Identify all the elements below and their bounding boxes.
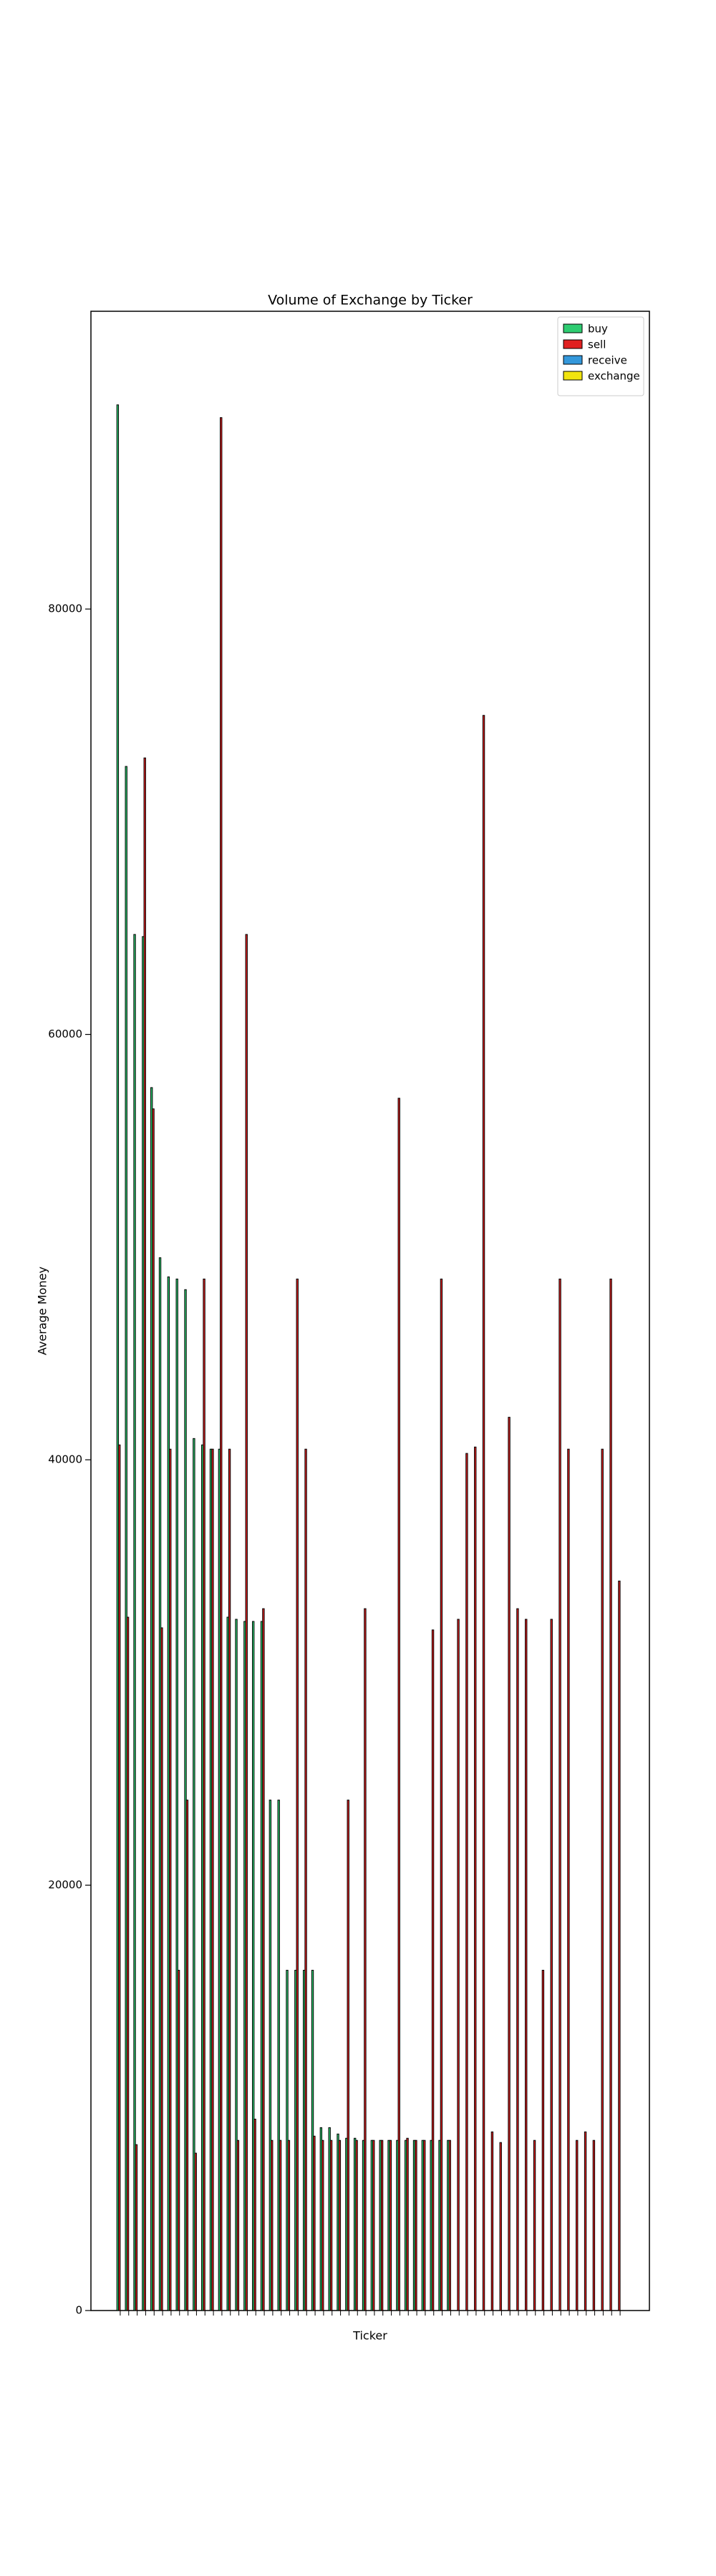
y-tick-label: 0	[75, 2304, 82, 2317]
bar	[262, 1608, 265, 2311]
y-tick-label: 40000	[48, 1453, 82, 1466]
bar	[116, 404, 120, 2311]
bar	[177, 1969, 180, 2311]
y-tick-label: 80000	[48, 602, 82, 615]
bar	[474, 1446, 477, 2311]
bar	[194, 2152, 197, 2311]
bar	[448, 2140, 451, 2311]
legend-label: exchange	[588, 370, 640, 383]
bar	[252, 1621, 255, 2311]
bar	[380, 2140, 384, 2311]
bar	[220, 417, 223, 2311]
bar	[118, 1444, 121, 2311]
bar	[152, 1108, 155, 2311]
legend-label: buy	[588, 323, 608, 336]
bar	[576, 2140, 579, 2311]
bar	[313, 2135, 316, 2311]
bar	[203, 1278, 205, 2311]
bar	[287, 2140, 291, 2311]
bar	[296, 1278, 299, 2311]
y-tick-label: 60000	[48, 1028, 82, 1040]
x-axis-label: Ticker	[352, 2329, 387, 2343]
bar	[499, 2142, 502, 2311]
bar	[193, 1438, 195, 2311]
bar	[355, 2140, 358, 2311]
bar	[329, 2140, 333, 2311]
bar	[482, 715, 485, 2311]
bar	[347, 1800, 349, 2311]
bar	[236, 2140, 240, 2311]
bar	[440, 1278, 443, 2311]
bar	[431, 1629, 435, 2311]
bar	[364, 1608, 367, 2311]
legend-swatch	[563, 339, 583, 349]
bar	[228, 1448, 231, 2311]
legend-swatch	[563, 323, 583, 333]
bar	[541, 1969, 545, 2311]
y-tick-label: 20000	[48, 1878, 82, 1891]
legend-swatch	[563, 355, 583, 365]
plot-frame	[90, 311, 650, 2311]
bar	[516, 1608, 519, 2311]
bar	[389, 2140, 392, 2311]
bar	[397, 1098, 400, 2311]
bar	[525, 1619, 528, 2311]
bar	[169, 1448, 172, 2311]
bar	[465, 1453, 468, 2311]
bar	[253, 2118, 256, 2311]
bar	[584, 2131, 587, 2311]
bar	[211, 1448, 214, 2311]
bar	[268, 1800, 272, 2311]
bar	[279, 2140, 282, 2311]
bar	[457, 1619, 460, 2311]
bar	[338, 2140, 342, 2311]
bar	[125, 766, 127, 2311]
bar	[277, 1800, 280, 2311]
bar	[601, 1448, 604, 2311]
bar	[533, 2140, 536, 2311]
bar	[406, 2137, 409, 2311]
bar	[321, 2140, 324, 2311]
bar	[423, 2140, 426, 2311]
bar	[550, 1619, 553, 2311]
bar	[245, 934, 248, 2311]
bar	[508, 1417, 511, 2311]
bar	[235, 1619, 238, 2311]
bar	[618, 1580, 621, 2311]
bar	[160, 1627, 163, 2311]
bar	[372, 2140, 375, 2311]
bar	[143, 757, 146, 2311]
bar	[271, 2140, 274, 2311]
legend-label: receive	[588, 354, 627, 367]
bar	[490, 2131, 494, 2311]
legend-swatch	[563, 371, 583, 381]
bar	[126, 1616, 130, 2311]
legend-label: sell	[588, 338, 606, 351]
y-axis-label: Average Money	[36, 1267, 49, 1355]
bar	[609, 1278, 612, 2311]
bar	[558, 1278, 561, 2311]
chart-title: Volume of Exchange by Ticker	[268, 293, 473, 308]
bar	[135, 2144, 138, 2311]
bar	[415, 2140, 417, 2311]
bar	[567, 1448, 570, 2311]
bar	[133, 934, 136, 2311]
bar	[304, 1448, 307, 2311]
bar	[185, 1800, 189, 2311]
bar	[175, 1278, 178, 2311]
bar	[592, 2140, 596, 2311]
